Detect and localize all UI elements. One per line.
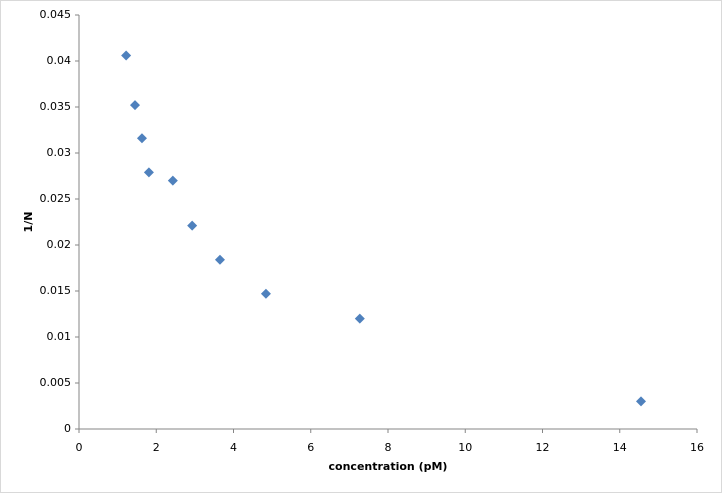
data-point — [187, 220, 198, 231]
y-tick-label: 0.025 — [40, 192, 72, 205]
y-tick-label: 0.02 — [47, 238, 72, 251]
y-tick-label: 0.01 — [47, 330, 72, 343]
x-tick-label: 2 — [153, 441, 160, 454]
data-point — [635, 396, 646, 407]
x-tick-label: 12 — [536, 441, 550, 454]
data-point — [354, 313, 365, 324]
y-tick-label: 0 — [64, 422, 71, 435]
x-tick-label: 14 — [613, 441, 627, 454]
data-point — [260, 288, 271, 299]
x-tick-label: 8 — [385, 441, 392, 454]
data-point — [136, 133, 147, 144]
data-point — [121, 50, 132, 61]
data-point — [214, 254, 225, 265]
data-point — [167, 175, 178, 186]
x-axis-title: concentration (pM) — [329, 460, 448, 473]
y-tick-label: 0.04 — [47, 54, 72, 67]
y-tick-label: 0.03 — [47, 146, 72, 159]
y-tick-label: 0.015 — [40, 284, 72, 297]
y-tick-label: 0.035 — [40, 100, 72, 113]
x-tick-label: 4 — [230, 441, 237, 454]
data-point — [130, 100, 141, 111]
data-point — [143, 167, 154, 178]
y-axis-title: 1/N — [22, 212, 35, 233]
x-tick-label: 10 — [458, 441, 472, 454]
y-tick-label: 0.005 — [40, 376, 72, 389]
x-tick-label: 0 — [76, 441, 83, 454]
x-tick-label: 6 — [307, 441, 314, 454]
y-tick-label: 0.045 — [40, 8, 72, 21]
x-tick-label: 16 — [690, 441, 704, 454]
